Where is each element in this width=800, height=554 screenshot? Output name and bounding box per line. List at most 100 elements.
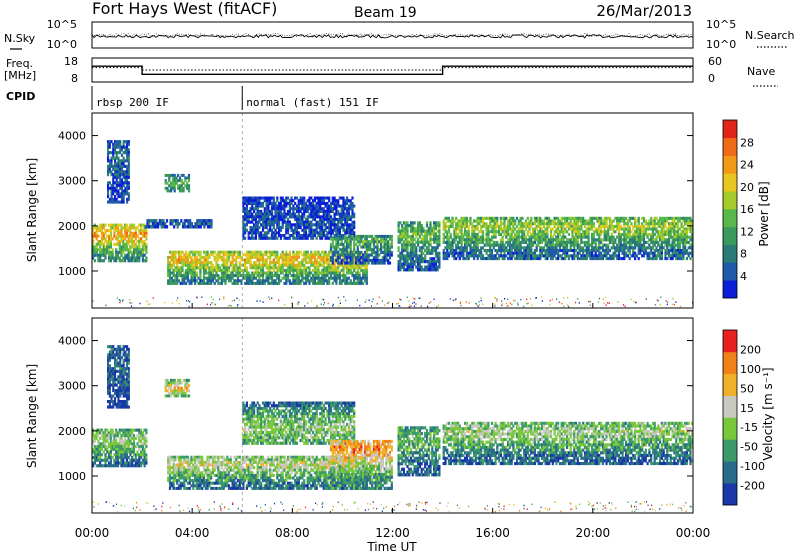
heatmap-cell [557, 232, 560, 236]
heatmap-cell [267, 220, 270, 224]
heatmap-cell [574, 216, 578, 220]
heatmap-cell [199, 271, 202, 275]
heatmap-cell [269, 281, 272, 285]
heatmap-cell [174, 261, 177, 265]
heatmap-cell [281, 255, 284, 259]
heatmap-cell [274, 263, 277, 267]
heatmap-cell [258, 276, 261, 280]
heatmap-cell [676, 230, 680, 234]
heatmap-cell [340, 279, 343, 283]
heatmap-cell [267, 268, 270, 272]
heatmap-cell [438, 265, 441, 269]
heatmap-cell [278, 228, 281, 232]
heatmap-cell [249, 207, 252, 211]
heatmap-cell [507, 238, 510, 242]
heatmap-cell [122, 226, 125, 230]
heatmap-cell [628, 224, 631, 228]
heatmap-cell [315, 226, 318, 230]
heatmap-cell [675, 216, 678, 220]
heatmap-cell [548, 222, 551, 226]
heatmap-cell [233, 274, 236, 278]
heatmap-cell [331, 261, 334, 265]
heatmap-cell [655, 227, 658, 231]
heatmap-cell [406, 221, 409, 225]
heatmap-cell [630, 230, 633, 234]
heatmap-cell [272, 215, 275, 219]
heatmap-cell [591, 246, 594, 250]
heatmap-cell [360, 234, 363, 238]
heatmap-cell [100, 240, 104, 244]
heatmap-cell [208, 268, 211, 272]
heatmap-cell [481, 257, 485, 261]
heatmap-cell [92, 245, 95, 249]
heatmap-cell [313, 217, 316, 221]
heatmap-cell [637, 251, 640, 255]
heatmap-cell [283, 255, 286, 259]
heatmap-cell [118, 259, 121, 263]
heatmap-cell [299, 281, 302, 285]
heatmap-cell [639, 246, 642, 250]
heatmap-cell [641, 232, 644, 236]
heatmap-cell [514, 243, 517, 247]
heatmap-cell [591, 254, 594, 258]
heatmap-cell [589, 249, 592, 253]
heatmap-cell [337, 263, 340, 267]
heatmap-cell [503, 249, 506, 253]
heatmap-cell [211, 253, 214, 257]
heatmap-cell [233, 279, 236, 283]
heatmap-cell [110, 170, 113, 174]
heatmap-cell [114, 181, 117, 185]
heatmap-cell [269, 223, 272, 227]
heatmap-cell [245, 266, 248, 270]
heatmap-cell [322, 263, 325, 267]
heatmap-cell [337, 199, 340, 203]
heatmap-cell [304, 271, 308, 275]
heatmap-cell [651, 238, 655, 242]
heatmap-cell [564, 230, 567, 234]
heatmap-cell [199, 279, 202, 283]
heatmap-cell [485, 230, 488, 234]
heatmap-cell [178, 179, 182, 183]
heatmap-cell [127, 167, 130, 171]
heatmap-cell [409, 226, 413, 231]
heatmap-cell [172, 258, 175, 262]
heatmap-cell [251, 201, 254, 205]
heatmap-cell [173, 189, 176, 193]
heatmap-cell [605, 219, 608, 223]
heatmap-cell [270, 274, 274, 278]
heatmap-cell [129, 223, 132, 227]
heatmap-cell [313, 281, 316, 285]
heatmap-cell [587, 227, 590, 231]
heatmap-cell [249, 196, 252, 200]
heatmap-cell [596, 232, 599, 236]
heatmap-cell [194, 279, 197, 283]
heatmap-cell [187, 184, 191, 188]
heatmap-cell [465, 219, 468, 223]
heatmap-cell [260, 268, 263, 272]
heatmap-cell [340, 253, 343, 257]
heatmap-cell [399, 232, 402, 236]
heatmap-cell [564, 216, 567, 220]
heatmap-cell [192, 225, 195, 229]
heatmap-cell [353, 220, 356, 224]
heatmap-cell [183, 281, 186, 285]
heatmap-cell [344, 258, 347, 262]
heatmap-cell [263, 217, 266, 221]
heatmap-cell [372, 240, 375, 244]
heatmap-cell [127, 234, 130, 238]
heatmap-cell [505, 246, 508, 250]
heatmap-cell [127, 251, 130, 255]
heatmap-cell [312, 204, 315, 208]
heatmap-cell [387, 248, 390, 252]
heatmap-cell [585, 219, 588, 223]
heatmap-cell [408, 224, 411, 228]
heatmap-cell [254, 199, 257, 203]
heatmap-cell [634, 235, 637, 239]
heatmap-cell [186, 181, 189, 185]
heatmap-cell [557, 257, 560, 261]
heatmap-cell [168, 250, 172, 254]
heatmap-cell [496, 257, 499, 261]
heatmap-cell [358, 261, 361, 265]
heatmap-cell [208, 253, 211, 257]
heatmap-cell [97, 259, 100, 263]
